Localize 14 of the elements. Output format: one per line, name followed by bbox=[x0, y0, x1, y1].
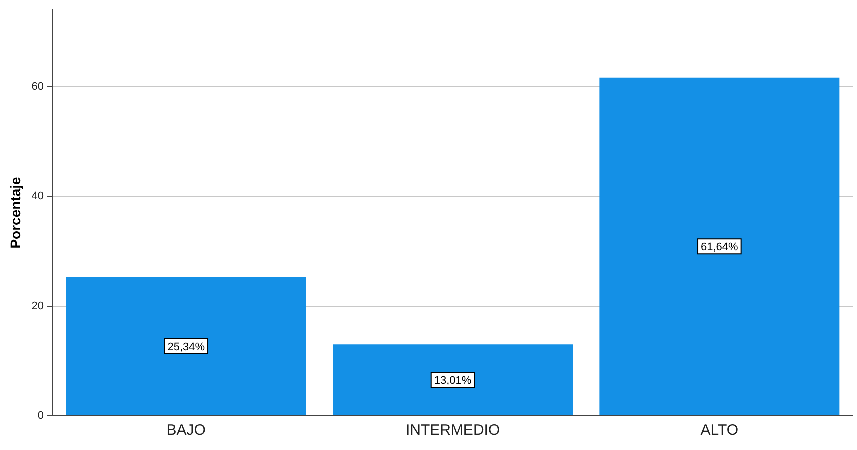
bar bbox=[600, 78, 840, 416]
y-axis-title: Porcentaje bbox=[7, 176, 24, 249]
x-tick-label: ALTO bbox=[700, 422, 739, 440]
x-tick-label: INTERMEDIO bbox=[406, 422, 500, 440]
data-label: 25,34% bbox=[168, 341, 206, 354]
y-tick-label: 60 bbox=[32, 80, 44, 93]
y-tick-label: 40 bbox=[32, 190, 44, 203]
data-label: 13,01% bbox=[434, 375, 472, 388]
y-tick-label: 20 bbox=[32, 300, 44, 312]
bar bbox=[333, 344, 574, 416]
data-label: 61,64% bbox=[701, 242, 739, 254]
y-tick-label: 0 bbox=[38, 410, 44, 422]
x-tick-label: BAJO bbox=[166, 422, 206, 440]
bar bbox=[66, 276, 306, 416]
